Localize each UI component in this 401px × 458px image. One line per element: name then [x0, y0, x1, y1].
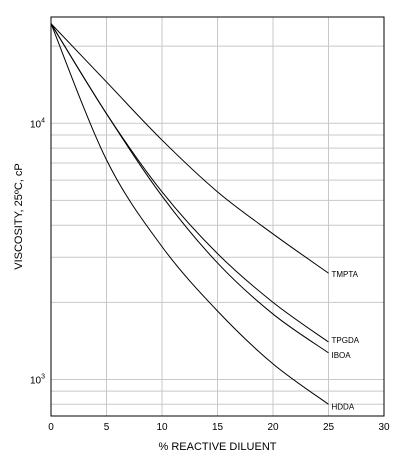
series-line-tmpta [50, 23, 329, 274]
x-tick-label: 30 [378, 422, 390, 433]
vertical-gridlines [106, 17, 329, 416]
series-line-tpgda [50, 23, 329, 343]
x-tick-label: 25 [323, 422, 335, 433]
y-tick-label: 104 [30, 117, 45, 130]
series-line-iboa [50, 23, 329, 354]
x-tick-label: 20 [267, 422, 279, 433]
series-label-hdda: HDDA [332, 402, 355, 411]
horizontal-gridlines [51, 45, 384, 405]
x-tick-label: 15 [212, 422, 224, 433]
series-line-hdda [50, 23, 329, 405]
series-label-iboa: IBOA [332, 351, 352, 360]
series-lines [50, 23, 329, 405]
y-axis-label: VISCOSITY, 25ºC, cP [13, 163, 25, 270]
x-tick-label: 10 [156, 422, 168, 433]
x-axis-tick-labels: 0 5 10 15 20 25 30 [48, 422, 390, 433]
y-tick-label: 103 [30, 373, 45, 386]
series-label-tmpta: TMPTA [332, 270, 359, 279]
x-axis-label: % REACTIVE DILUENT [159, 441, 277, 453]
plot-area-frame [50, 16, 385, 417]
series-label-tpgda: TPGDA [332, 336, 360, 345]
series-labels: TMPTA TPGDA IBOA HDDA [332, 270, 360, 411]
x-tick-label: 5 [104, 422, 110, 433]
y-axis-tick-labels: 103 104 [30, 117, 45, 386]
x-tick-label: 0 [48, 422, 54, 433]
